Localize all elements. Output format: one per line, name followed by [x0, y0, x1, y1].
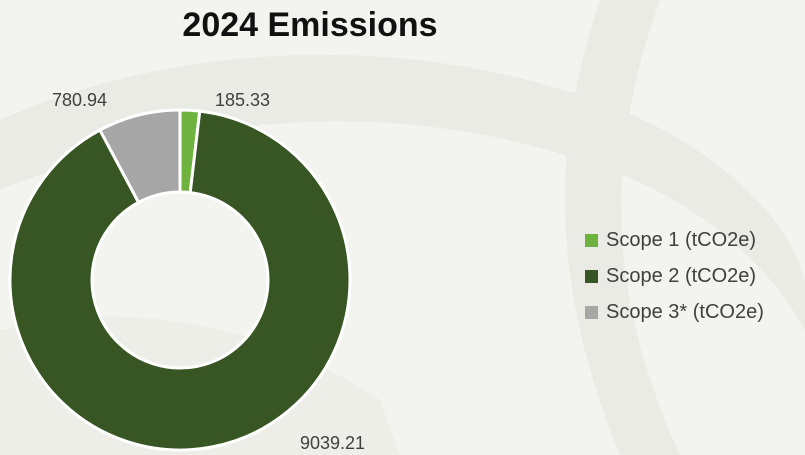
legend-label: Scope 1 (tCO2e) [606, 228, 757, 251]
chart-legend: Scope 1 (tCO2e) Scope 2 (tCO2e) Scope 3*… [585, 222, 764, 330]
legend-swatch [585, 269, 598, 283]
data-label-scope-2: 9039.21 [300, 433, 365, 453]
donut-slice-scope-3 [97, 108, 182, 205]
legend-item-scope-3: Scope 3* (tCO2e) [585, 294, 764, 330]
data-label-scope-1: 185.33 [215, 90, 270, 110]
legend-item-scope-2: Scope 2 (tCO2e) [585, 258, 764, 294]
donut-slice-scope-2 [8, 109, 352, 452]
data-label-scope-3: 780.94 [52, 90, 107, 110]
legend-swatch [585, 305, 598, 319]
legend-label: Scope 3* (tCO2e) [606, 300, 764, 323]
chart-title: 2024 Emissions [182, 6, 438, 44]
legend-swatch [585, 233, 598, 247]
legend-label: Scope 2 (tCO2e) [606, 264, 757, 287]
legend-item-scope-1: Scope 1 (tCO2e) [585, 222, 764, 258]
